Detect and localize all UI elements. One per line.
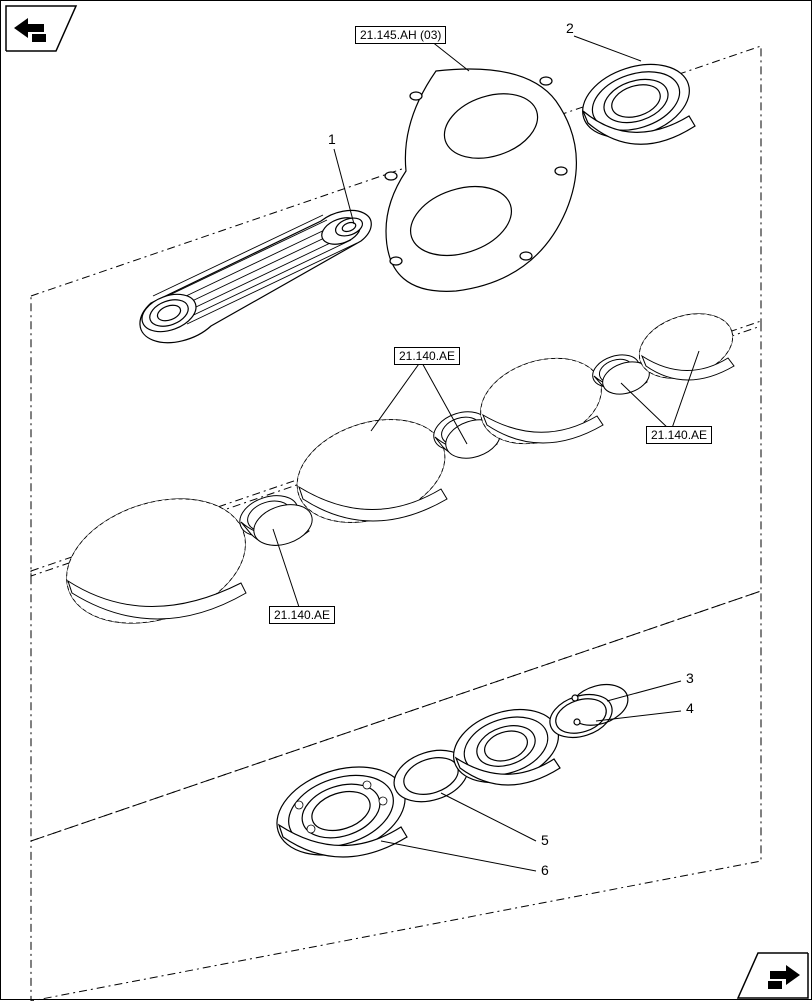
splined-shaft <box>137 210 371 342</box>
support-plate <box>385 69 576 291</box>
ref-bushing-b: 21.140.AE <box>394 347 460 365</box>
callout-2: 2 <box>566 21 574 35</box>
ref-bushing-c: 21.140.AE <box>646 426 712 444</box>
callout-3: 3 <box>686 671 694 685</box>
ref-bushing-a: 21.140.AE <box>269 606 335 624</box>
bearing-assembly <box>266 681 681 871</box>
ref-plate: 21.145.AH (03) <box>355 26 446 44</box>
diagram-page: 21.145.AH (03) 21.140.AE 21.140.AE 21.14… <box>0 0 812 1000</box>
callout-6: 6 <box>541 863 549 877</box>
technical-drawing <box>1 1 812 1001</box>
bearing-2 <box>573 52 699 151</box>
nav-back-icon <box>6 6 76 51</box>
callout-1: 1 <box>328 132 336 146</box>
callout-4: 4 <box>686 701 694 715</box>
callout-5: 5 <box>541 833 549 847</box>
nav-forward-icon <box>738 953 808 998</box>
